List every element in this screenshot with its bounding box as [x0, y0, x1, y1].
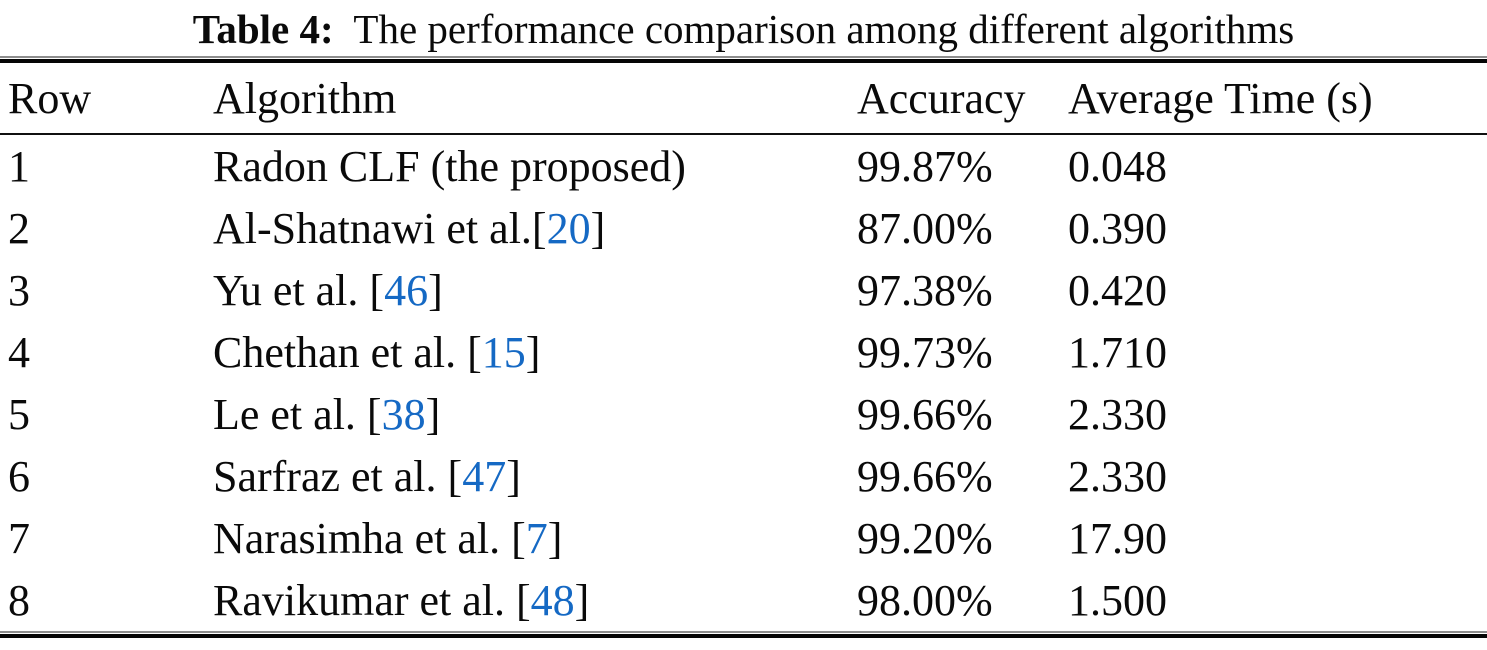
algorithm-name: Chethan et al. — [213, 327, 468, 377]
header-algorithm-col: Algorithm — [213, 73, 397, 123]
avg-time-cell: 2.330 — [1068, 451, 1167, 501]
header-accuracy-col: Accuracy — [857, 73, 1026, 123]
avg-time-cell: 0.420 — [1068, 265, 1167, 315]
citation-bracket-open: [ — [366, 389, 382, 439]
header-row-col: Row — [8, 73, 92, 123]
citation-bracket-close: ] — [428, 265, 443, 315]
accuracy-cell: 99.73% — [857, 327, 993, 377]
accuracy-cell: 87.00% — [857, 203, 993, 253]
citation-link[interactable]: 15 — [481, 327, 526, 377]
algorithm-cell: Narasimha et al. [7] — [213, 513, 857, 564]
table-row: 6 Sarfraz et al. [47] 99.66% 2.330 — [0, 445, 1487, 507]
avg-time-cell: 0.048 — [1068, 141, 1167, 191]
citation-link[interactable]: 47 — [462, 451, 507, 501]
citation-link[interactable]: 48 — [530, 575, 575, 625]
algorithm-name: Al-Shatnawi et al. — [213, 203, 532, 253]
citation-link[interactable]: 20 — [546, 203, 591, 253]
table-header-row: Row Algorithm Accuracy Average Time (s) — [0, 63, 1487, 133]
algorithm-cell: Sarfraz et al. [47] — [213, 451, 857, 502]
accuracy-cell: 99.66% — [857, 451, 993, 501]
table-body: 1 Radon CLF (the proposed) 99.87% 0.048 2 Al-… — [0, 135, 1487, 631]
citation-bracket-open: [ — [447, 451, 463, 501]
table-caption: Table 4: The performance comparison amon… — [0, 0, 1487, 56]
row-number-cell: 5 — [8, 389, 30, 439]
table-row: 7 Narasimha et al. [7] 99.20% 17.90 — [0, 507, 1487, 569]
algorithm-cell: Al-Shatnawi et al.[20] — [213, 203, 857, 254]
table-row: 1 Radon CLF (the proposed) 99.87% 0.048 — [0, 135, 1487, 197]
row-number-cell: 7 — [8, 513, 30, 563]
accuracy-cell: 99.87% — [857, 141, 993, 191]
citation-bracket-open: [ — [516, 575, 531, 625]
citation-bracket-open: [ — [369, 265, 385, 315]
avg-time-cell: 0.390 — [1068, 203, 1167, 253]
caption-text: The performance comparison among differe… — [333, 6, 1295, 52]
table-row: 2 Al-Shatnawi et al.[20] 87.00% 0.390 — [0, 197, 1487, 259]
top-rule — [0, 56, 1487, 63]
citation-bracket-open: [ — [467, 327, 482, 377]
citation-bracket-open: [ — [511, 513, 526, 563]
algorithm-name: Radon CLF (the proposed) — [213, 141, 686, 191]
accuracy-cell: 98.00% — [857, 575, 993, 625]
citation-bracket-close: ] — [506, 451, 521, 501]
algorithm-cell: Chethan et al. [15] — [213, 327, 857, 378]
header-rule — [0, 133, 1487, 135]
citation-link[interactable]: 38 — [381, 389, 426, 439]
table-row: 3 Yu et al. [46] 97.38% 0.420 — [0, 259, 1487, 321]
algorithm-name: Le et al. — [213, 389, 367, 439]
row-number-cell: 2 — [8, 203, 30, 253]
avg-time-cell: 1.500 — [1068, 575, 1167, 625]
header-avg-time-col: Average Time (s) — [1068, 73, 1373, 123]
algorithm-name: Narasimha et al. — [213, 513, 512, 563]
row-number-cell: 1 — [8, 141, 30, 191]
table-row: 5 Le et al. [38] 99.66% 2.330 — [0, 383, 1487, 445]
accuracy-cell: 97.38% — [857, 265, 993, 315]
row-number-cell: 3 — [8, 265, 30, 315]
algorithm-name: Sarfraz et al. — [213, 451, 448, 501]
avg-time-cell: 17.90 — [1068, 513, 1167, 563]
table-row: 8 Ravikumar et al. [48] 98.00% 1.500 — [0, 569, 1487, 631]
algorithm-cell: Ravikumar et al. [48] — [213, 575, 857, 626]
citation-link[interactable]: 7 — [525, 513, 548, 563]
citation-bracket-close: ] — [425, 389, 441, 439]
row-number-cell: 4 — [8, 327, 30, 377]
table-row: 4 Chethan et al. [15] 99.73% 1.710 — [0, 321, 1487, 383]
citation-bracket-open: [ — [531, 203, 547, 253]
row-number-cell: 6 — [8, 451, 30, 501]
citation-bracket-close: ] — [525, 327, 541, 377]
citation-bracket-close: ] — [590, 203, 606, 253]
row-number-cell: 8 — [8, 575, 30, 625]
accuracy-cell: 99.66% — [857, 389, 993, 439]
avg-time-cell: 2.330 — [1068, 389, 1167, 439]
citation-bracket-close: ] — [574, 575, 590, 625]
algorithm-cell: Yu et al. [46] — [213, 265, 857, 316]
citation-bracket-close: ] — [547, 513, 563, 563]
bottom-rule — [0, 631, 1487, 638]
citation-link[interactable]: 46 — [384, 265, 429, 315]
caption-label: Table 4: — [192, 6, 334, 52]
algorithm-name: Ravikumar et al. — [213, 575, 517, 625]
avg-time-cell: 1.710 — [1068, 327, 1167, 377]
accuracy-cell: 99.20% — [857, 513, 993, 563]
algorithm-name: Yu et al. — [213, 265, 370, 315]
algorithm-cell: Le et al. [38] — [213, 389, 857, 440]
algorithm-cell: Radon CLF (the proposed) — [213, 141, 857, 192]
